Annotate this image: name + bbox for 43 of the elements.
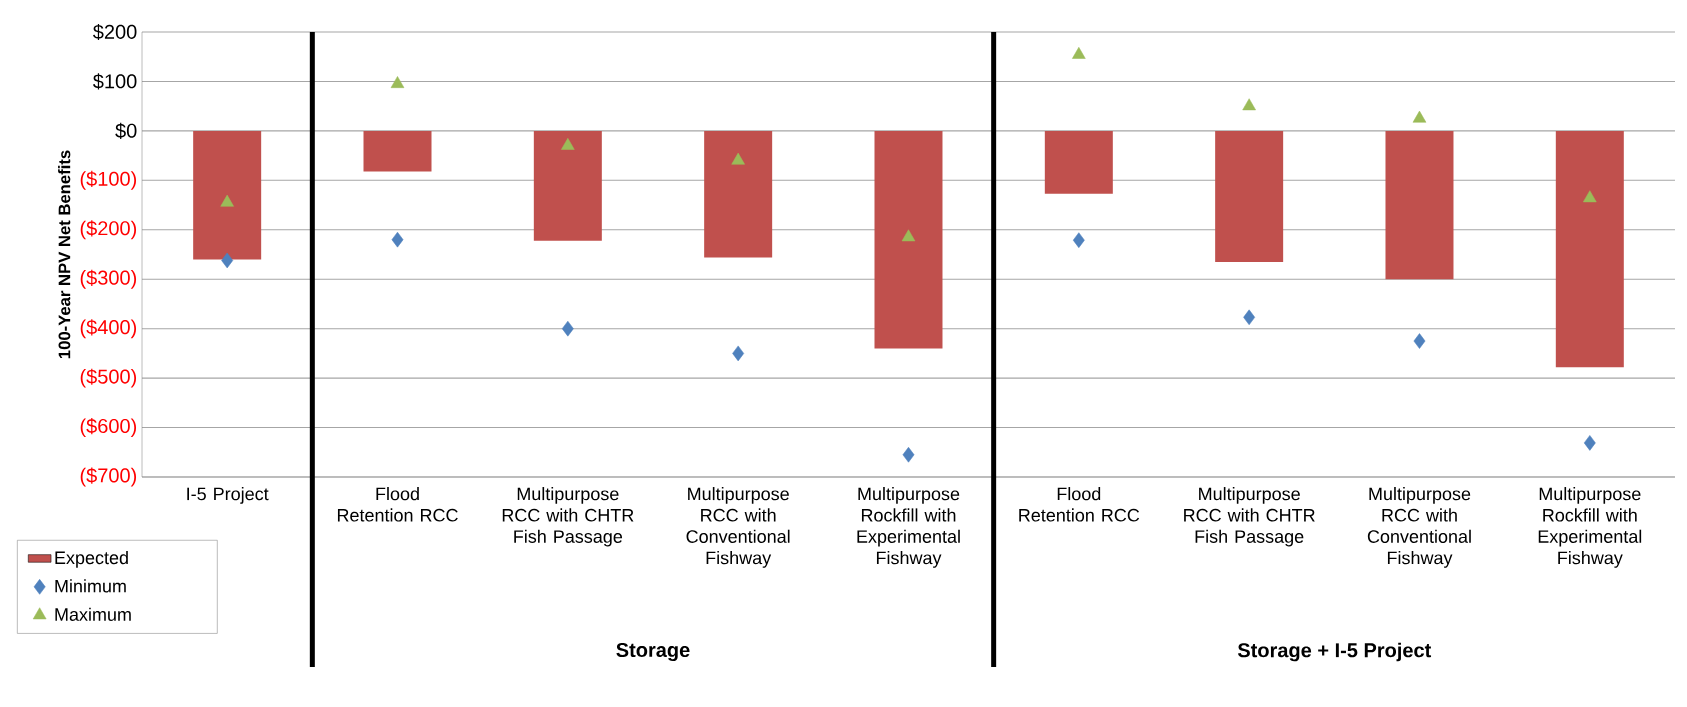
point (1243, 309, 1256, 326)
x-tick-label: Multipurpose Rockfill with Experimental Fishway (1538, 487, 1642, 568)
point (902, 446, 915, 463)
point (1583, 435, 1596, 451)
y-tick-label: ($600) (80, 418, 137, 438)
point (220, 194, 234, 207)
legend-label: Expected (55, 550, 128, 568)
y-tick-label: ($200) (80, 220, 137, 240)
x-tick-label: Flood Retention RCC (1019, 487, 1140, 522)
y-axis-title: 100-Year NPV Net Benefits (58, 150, 71, 359)
x-tick-label: Multipurpose RCC with CHTR Fish Passage (1184, 487, 1315, 547)
point (731, 152, 745, 165)
point (221, 252, 234, 269)
y-tick-label: $200 (93, 23, 137, 41)
x-tick-label: I-5 Project (187, 487, 269, 504)
point (1412, 110, 1427, 123)
x-tick-label: Flood Retention RCC (337, 487, 458, 522)
y-tick-label: ($300) (80, 269, 137, 289)
y-tick-label: $0 (115, 122, 137, 139)
point (561, 320, 574, 337)
x-tick-label: Multipurpose RCC with Conventional Fishway (686, 487, 790, 568)
point (901, 229, 916, 242)
point (1413, 333, 1426, 349)
legend-label: Maximum (55, 607, 131, 621)
x-tick-label: Multipurpose RCC with Conventional Fishway (1367, 487, 1471, 568)
text: Storage + I-5 Project (1237, 642, 1432, 662)
x-tick-label: Multipurpose RCC with CHTR Fish Passage (502, 487, 634, 547)
y-tick-label: ($100) (80, 170, 137, 190)
point (1583, 190, 1597, 203)
point (391, 231, 404, 248)
point (1072, 232, 1085, 248)
text: Storage (616, 642, 690, 662)
legend-label: Minimum (55, 579, 126, 593)
x-tick-label: Multipurpose Rockfill with Experimental Fishway (857, 487, 960, 568)
point (1072, 47, 1086, 59)
y-tick-label: $100 (93, 73, 137, 90)
point (732, 345, 745, 362)
point (390, 76, 405, 88)
y-tick-label: ($400) (80, 319, 137, 339)
point (561, 137, 575, 150)
point (1242, 98, 1256, 111)
y-tick-label: ($500) (80, 368, 137, 388)
y-tick-label: ($700) (80, 467, 137, 487)
